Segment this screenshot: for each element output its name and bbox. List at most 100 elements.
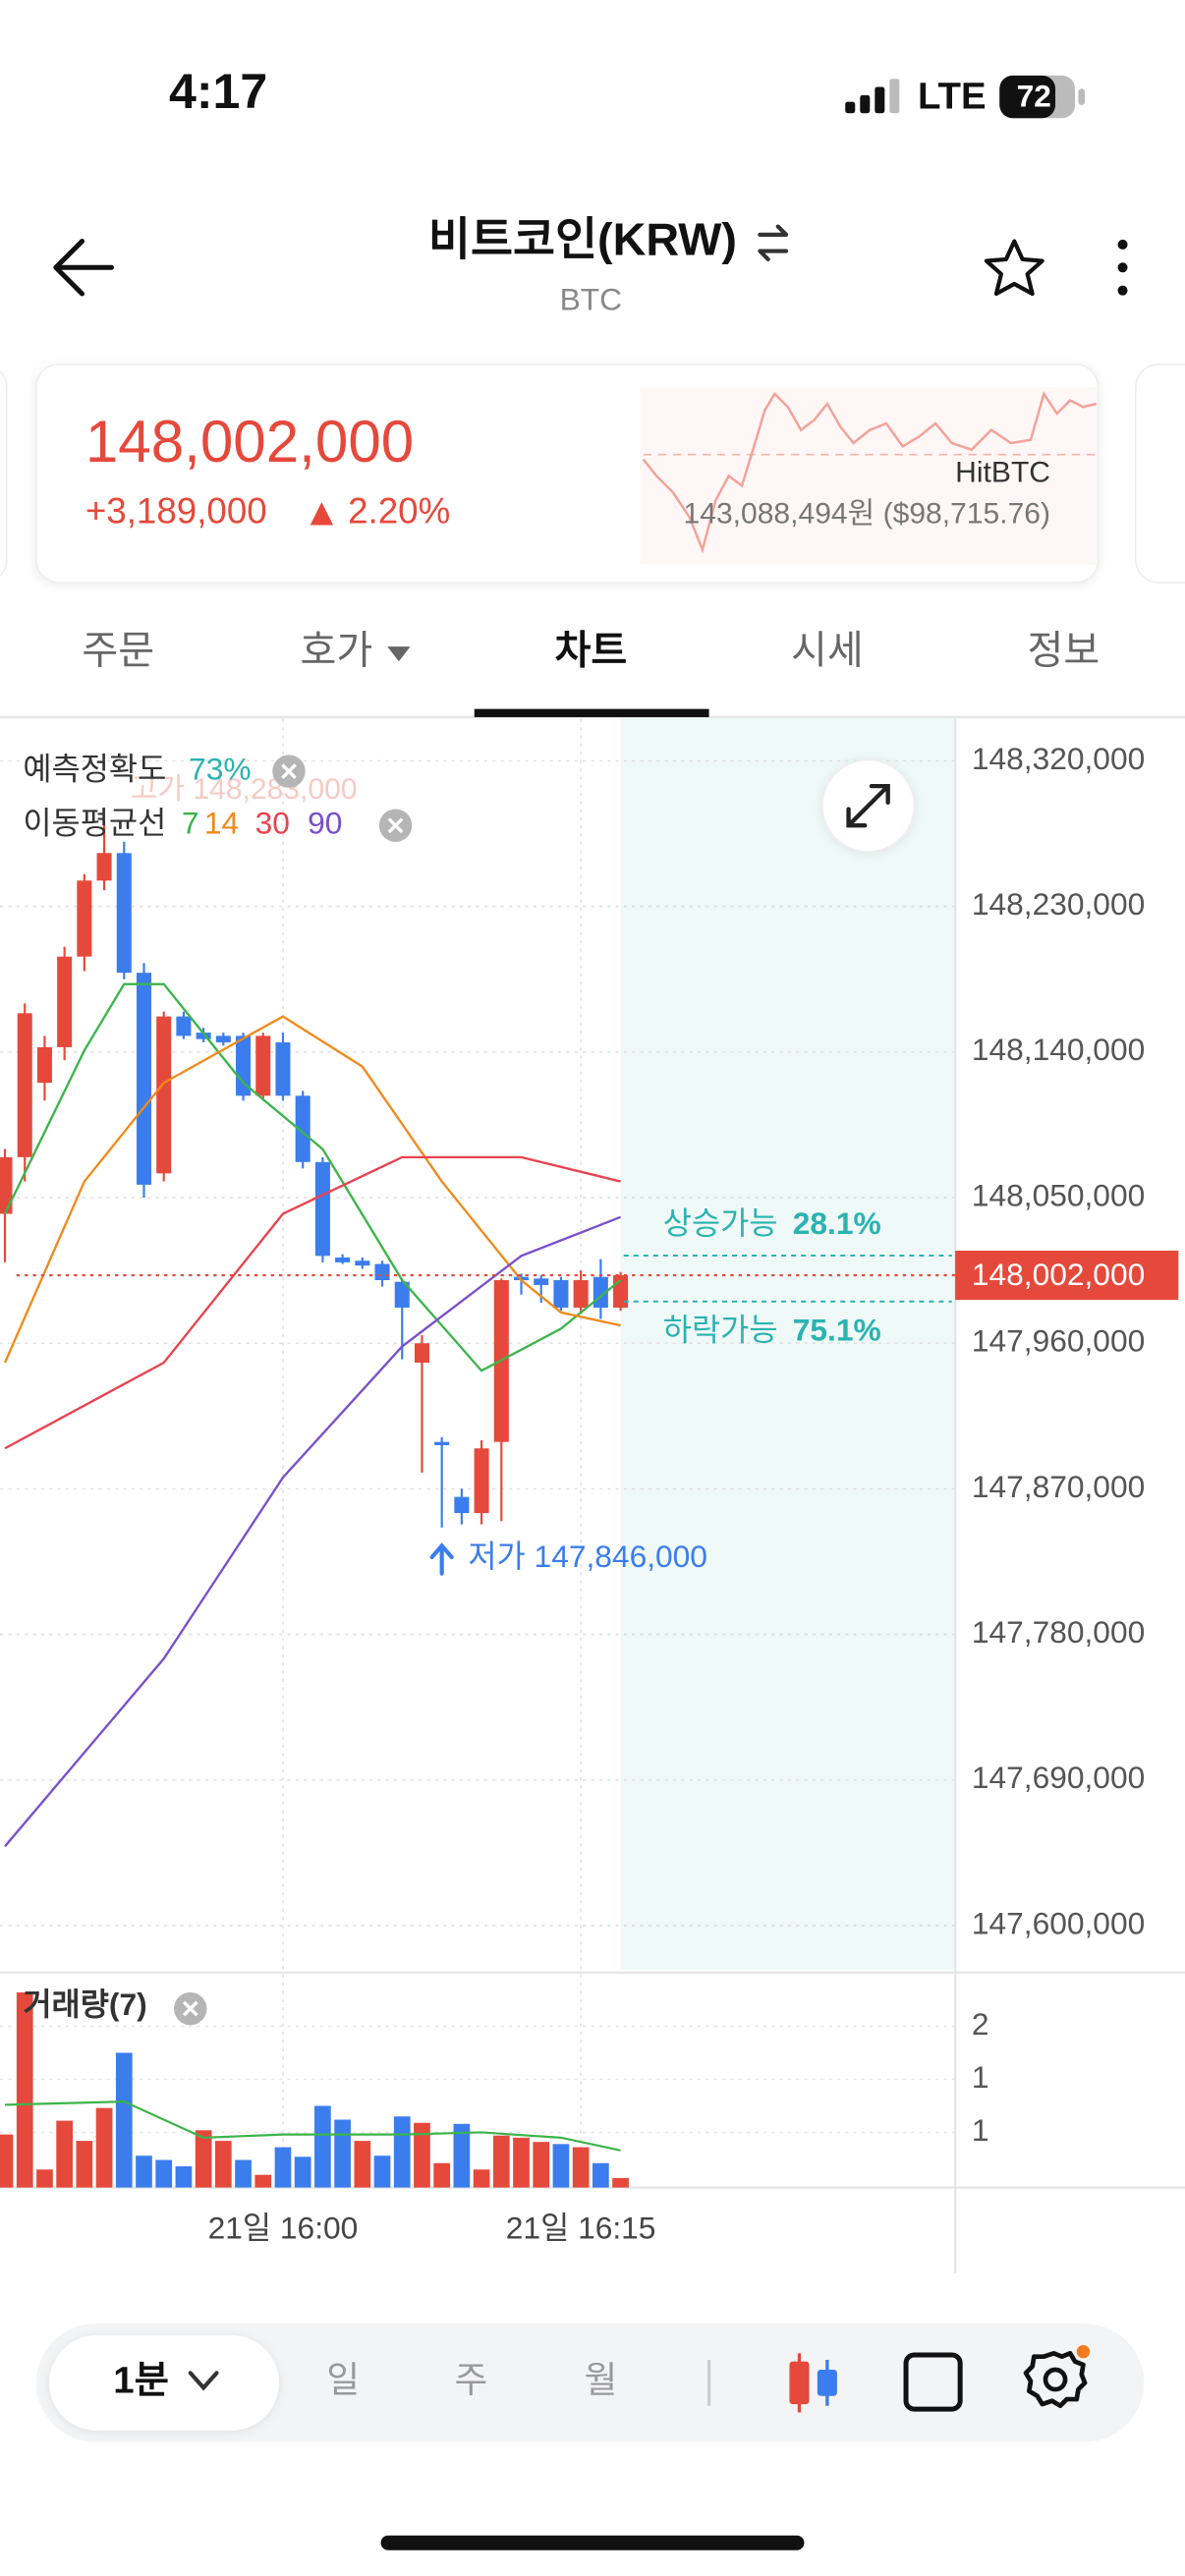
battery-level: 72 xyxy=(1017,79,1051,114)
home-indicator xyxy=(380,2535,805,2550)
axes: 148,320,000 148,230,000 148,140,000 148,050… xyxy=(208,741,1179,2245)
candle-type-button[interactable] xyxy=(789,2353,837,2413)
candle-body xyxy=(215,1036,231,1042)
candle-body xyxy=(534,1278,549,1285)
current-price-label: 148,002,000 xyxy=(972,1257,1145,1292)
ma-legend-item: 30 xyxy=(255,806,290,841)
tab[interactable]: 주문 xyxy=(82,629,154,672)
candle-body xyxy=(374,1263,390,1281)
status-time: 4:17 xyxy=(169,64,267,119)
period[interactable]: 주 xyxy=(454,2360,487,2400)
y-tick-label: 2 xyxy=(972,2006,989,2042)
sparkline xyxy=(640,387,1098,565)
volume-bar xyxy=(214,2141,232,2188)
period[interactable]: 일 xyxy=(326,2360,360,2400)
candle-body xyxy=(394,1281,410,1308)
volume-bar xyxy=(274,2147,292,2188)
candle-body xyxy=(156,1016,172,1174)
period[interactable]: 월 xyxy=(584,2360,617,2400)
volume-bar xyxy=(592,2162,609,2188)
expand-button[interactable] xyxy=(821,758,916,853)
settings-button[interactable] xyxy=(1023,2344,1091,2409)
up-pct: 28.1% xyxy=(793,1205,881,1241)
volume-bar xyxy=(373,2156,391,2188)
tab[interactable]: 차트 xyxy=(554,629,627,672)
y-tick-label: 1 xyxy=(972,2059,989,2095)
volume-bar xyxy=(354,2141,371,2188)
tab-bar: 주문 호가 차트 시세 정보 xyxy=(82,629,1100,672)
ma-legend-item: 14 xyxy=(204,806,239,841)
candle-body xyxy=(314,1161,330,1257)
moving-average xyxy=(4,1155,621,1450)
plot-area: 고가 148,283,000 xyxy=(0,718,956,2188)
candle-body xyxy=(295,1095,310,1162)
candle-body xyxy=(77,880,92,957)
volume-bar xyxy=(195,2130,212,2188)
volume-ma xyxy=(4,2100,621,2152)
exchange-name: HitBTC xyxy=(955,457,1050,489)
dropdown-arrow xyxy=(387,646,411,662)
candle-body xyxy=(355,1260,370,1266)
volume-bar xyxy=(56,2120,73,2188)
battery-icon xyxy=(999,75,1086,119)
candle-body xyxy=(553,1280,569,1308)
drawing-tool-button[interactable] xyxy=(903,2352,963,2412)
y-tick-label: 147,690,000 xyxy=(972,1760,1145,1795)
candle-body xyxy=(414,1343,429,1363)
candle-body xyxy=(335,1257,351,1262)
ma-legend-item: 7 xyxy=(182,806,199,841)
low-annotation: 저가 147,846,000 xyxy=(468,1539,707,1574)
tab[interactable]: 호가 xyxy=(301,629,373,672)
volume-bar xyxy=(334,2119,351,2188)
tab[interactable]: 시세 xyxy=(791,629,864,672)
swap-icon[interactable] xyxy=(758,224,789,262)
x-tick-label: 21일 16:15 xyxy=(506,2210,656,2245)
volume-bar xyxy=(433,2162,451,2188)
close-ma[interactable] xyxy=(378,809,413,842)
close-volume[interactable] xyxy=(174,1991,207,2026)
candle-body xyxy=(136,973,152,1185)
low-arrow xyxy=(429,1542,454,1576)
back-button[interactable] xyxy=(53,239,115,297)
next-card[interactable] xyxy=(1135,364,1185,584)
chevron xyxy=(188,2371,219,2391)
current-price: 148,002,000 xyxy=(85,409,414,475)
favorite-button[interactable] xyxy=(984,239,1044,297)
volume-bar xyxy=(76,2141,93,2188)
y-tick-label: 148,320,000 xyxy=(972,741,1145,776)
reference-price: 143,088,494원 ($98,715.76) xyxy=(684,497,1050,530)
ma-legend-item: 90 xyxy=(308,806,342,841)
network: LTE xyxy=(918,75,987,117)
volume-bar xyxy=(36,2169,53,2188)
more-button[interactable] xyxy=(1117,239,1128,296)
volume-bar xyxy=(473,2169,490,2188)
candle-body xyxy=(116,853,132,974)
tab[interactable]: 정보 xyxy=(1028,629,1100,672)
interval-value: 1분 xyxy=(113,2360,169,2402)
high-annotation: 고가 148,283,000 xyxy=(131,773,358,806)
candle-body xyxy=(474,1448,489,1514)
volume-bar xyxy=(115,2052,133,2188)
volume-bar xyxy=(16,1991,33,2188)
x-tick-label: 21일 16:00 xyxy=(208,2210,359,2245)
candle-body xyxy=(275,1041,291,1096)
close-accuracy[interactable] xyxy=(272,755,306,788)
volume-bar xyxy=(453,2123,471,2188)
price-change-pct: 2.20% xyxy=(348,491,450,532)
volume-bar xyxy=(235,2159,252,2188)
volume-bar xyxy=(136,2156,152,2188)
candle-body xyxy=(57,956,73,1047)
prev-card[interactable] xyxy=(0,364,8,583)
volume-bar xyxy=(533,2142,550,2188)
volume-bar xyxy=(414,2122,430,2188)
volume-bar xyxy=(492,2135,510,2188)
y-tick-label: 147,780,000 xyxy=(972,1614,1145,1650)
y-tick-label: 1 xyxy=(972,2112,989,2148)
interval-selector[interactable] xyxy=(49,2334,279,2431)
volume-bar xyxy=(314,2105,331,2188)
moving-average xyxy=(3,982,622,1372)
volume-bar xyxy=(294,2156,311,2188)
y-tick-label: 147,600,000 xyxy=(972,1905,1145,1940)
